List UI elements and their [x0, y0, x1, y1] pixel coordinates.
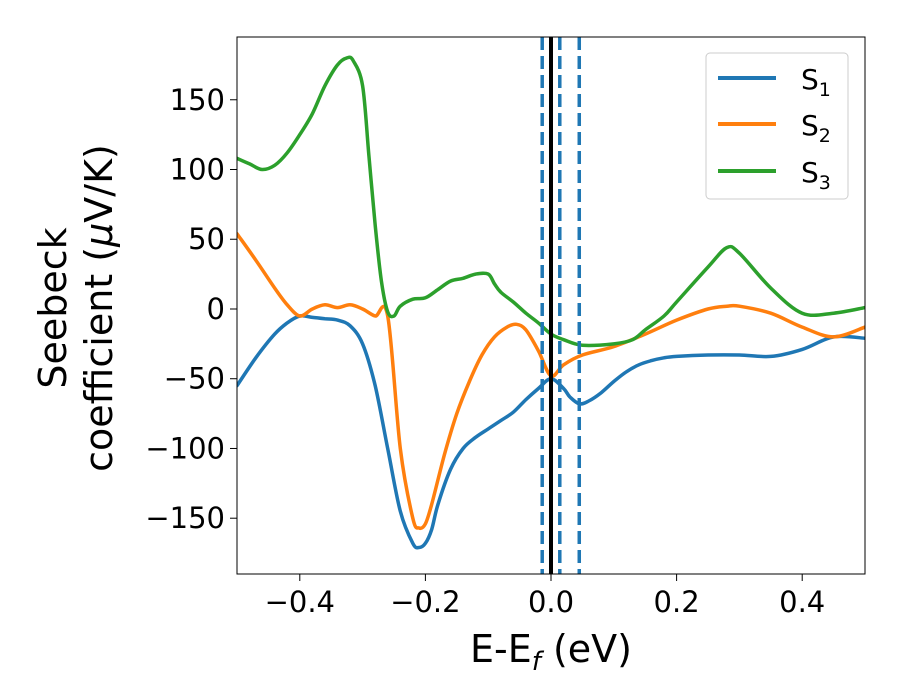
x-axis-label-main: E-E	[470, 627, 532, 671]
legend: S1 S2 S3	[705, 52, 849, 200]
legend-label-s1: S1	[801, 63, 831, 101]
y-tick-label: 100	[170, 153, 225, 187]
legend-label-s3: S3	[801, 156, 831, 194]
series-line-s2	[237, 231, 865, 531]
y-axis-label-mu: μ	[77, 223, 121, 248]
y-axis-label-unit: V/K)	[77, 144, 121, 223]
y-tick-label: −150	[145, 501, 225, 535]
legend-frame	[705, 52, 849, 200]
x-tick-label: −0.4	[265, 585, 335, 619]
y-axis-label-prefix: coefficient (	[77, 247, 121, 472]
x-tick-label: 0.4	[779, 585, 825, 619]
y-axis-ticks: −150 −100 −50 0 50 100 150	[145, 83, 237, 535]
y-tick-label: 150	[170, 83, 225, 117]
series-layer	[237, 55, 865, 550]
y-axis-label-line1: Seebeck	[31, 227, 75, 388]
y-tick-label: −100	[145, 431, 225, 465]
series-line-s3	[237, 55, 865, 348]
y-tick-label: −50	[164, 362, 225, 396]
x-axis-label-unit: (eV)	[541, 627, 632, 671]
y-tick-label: 50	[188, 222, 225, 256]
series-line-s1	[237, 313, 865, 550]
y-axis-label-line2: coefficient (μV/K)	[77, 144, 121, 472]
x-tick-label: 0.2	[654, 585, 700, 619]
x-axis-label: E-Ef (eV)	[470, 627, 632, 677]
y-tick-label: 0	[207, 292, 225, 326]
legend-label-s2: S2	[801, 109, 831, 147]
vertical-lines-layer	[540, 37, 582, 574]
x-tick-label: −0.2	[390, 585, 460, 619]
x-tick-label: 0.0	[528, 585, 574, 619]
y-axis-label: Seebeck coefficient (μV/K)	[31, 144, 121, 472]
x-axis-ticks: −0.4 −0.2 0.0 0.2 0.4	[265, 574, 825, 619]
